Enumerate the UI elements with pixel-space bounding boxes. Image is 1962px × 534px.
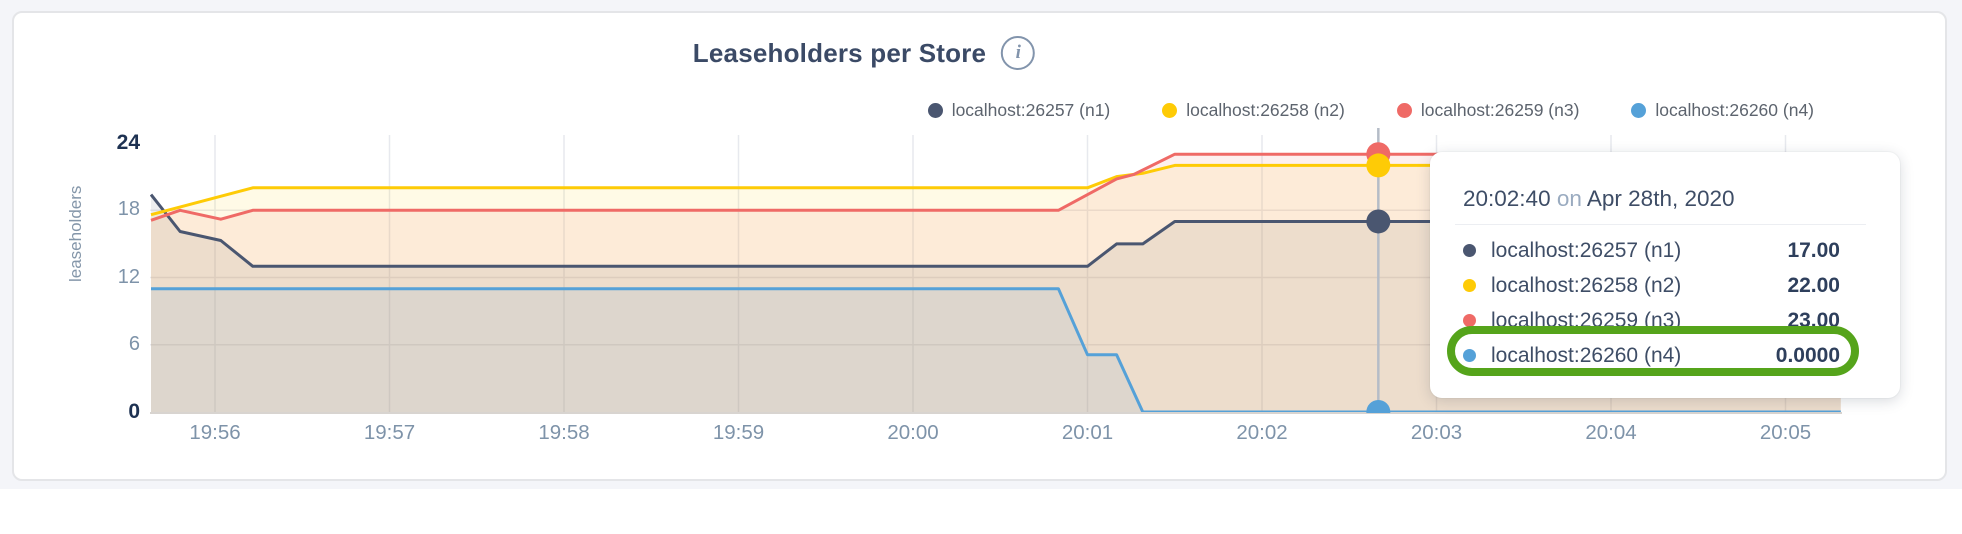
hover-dot — [1366, 153, 1391, 178]
tooltip-rows: localhost:26257 (n1) 17.00 localhost:26258… — [1463, 233, 1840, 373]
y-tick-label: 24 — [116, 131, 140, 154]
tooltip-row: localhost:26258 (n2) 22.00 — [1463, 268, 1840, 303]
tooltip-series-value: 23.00 — [1787, 308, 1840, 332]
chart-legend: localhost:26257 (n1) localhost:26258 (n2)… — [927, 100, 1814, 121]
y-tick-label: 6 — [128, 332, 140, 355]
tooltip-row: localhost:26257 (n1) 17.00 — [1463, 233, 1840, 268]
tooltip-series-name: localhost:26260 (n4) — [1491, 343, 1682, 367]
legend-dot-icon — [927, 103, 943, 118]
series-line — [150, 163, 1841, 217]
tooltip-row: localhost:26259 (n3) 23.00 — [1463, 303, 1840, 338]
tooltip-time: 20:02:40 — [1463, 186, 1551, 211]
tooltip-row: localhost:26260 (n4) 0.0000 — [1463, 338, 1840, 373]
legend-label: localhost:26260 (n4) — [1655, 100, 1814, 120]
x-tick-label: 19:56 — [189, 421, 241, 444]
legend-dot-icon — [1631, 103, 1647, 118]
tooltip-conjunction: on — [1556, 186, 1582, 211]
legend-item[interactable]: localhost:26260 (n4) — [1631, 100, 1814, 121]
x-tick-label: 20:05 — [1759, 421, 1812, 444]
legend-item[interactable]: localhost:26258 (n2) — [1162, 100, 1345, 121]
tooltip-timestamp: 20:02:40 on Apr 28th, 2020 — [1463, 186, 1840, 212]
x-tick-label: 19:59 — [712, 421, 765, 444]
series-line — [150, 193, 1841, 268]
x-tick-label: 19:57 — [363, 421, 416, 444]
x-tick-label: 20:01 — [1061, 421, 1114, 444]
tooltip-date: Apr 28th, 2020 — [1586, 186, 1735, 211]
tooltip-series-dot-icon — [1463, 244, 1476, 257]
x-tick-label: 20:00 — [887, 421, 939, 444]
tooltip-series-name: localhost:26259 (n3) — [1491, 308, 1682, 332]
y-tick-label: 0 — [128, 400, 140, 423]
legend-label: localhost:26257 (n1) — [951, 100, 1111, 120]
y-tick-label: 12 — [117, 265, 140, 288]
tooltip-series-value: 22.00 — [1787, 273, 1840, 297]
chart-title: Leaseholders per Store — [692, 37, 987, 68]
hover-dot — [1366, 400, 1391, 413]
x-tick-label: 20:03 — [1410, 421, 1463, 444]
tooltip-divider — [1455, 224, 1866, 225]
legend-dot-icon — [1162, 103, 1178, 118]
info-icon[interactable]: i — [1001, 36, 1036, 70]
series-area — [151, 154, 1841, 413]
series-area — [151, 194, 1841, 413]
legend-item[interactable]: localhost:26257 (n1) — [927, 100, 1111, 121]
legend-label: localhost:26258 (n2) — [1186, 100, 1345, 120]
tooltip-series-value: 0.0000 — [1775, 343, 1840, 367]
tooltip-series-dot-icon — [1463, 279, 1476, 292]
tooltip-series-dot-icon — [1463, 349, 1476, 362]
x-tick-label: 19:58 — [538, 421, 590, 444]
series-line — [150, 152, 1841, 222]
tooltip-series-name: localhost:26258 (n2) — [1491, 273, 1682, 297]
tooltip-series-dot-icon — [1463, 314, 1476, 327]
hover-tooltip: 20:02:40 on Apr 28th, 2020 localhost:262… — [1430, 152, 1900, 398]
legend-label: localhost:26259 (n3) — [1420, 100, 1580, 120]
tooltip-series-value: 17.00 — [1787, 238, 1840, 262]
x-tick-label: 20:02 — [1236, 421, 1288, 444]
chart-header: Leaseholders per Store i — [692, 36, 1036, 70]
legend-item[interactable]: localhost:26259 (n3) — [1396, 100, 1580, 121]
y-tick-label: 18 — [117, 198, 140, 221]
x-tick-label: 20:04 — [1585, 421, 1637, 444]
legend-dot-icon — [1396, 103, 1412, 118]
hover-dot — [1366, 209, 1391, 234]
tooltip-series-name: localhost:26257 (n1) — [1491, 238, 1682, 262]
series-area — [151, 288, 1841, 413]
